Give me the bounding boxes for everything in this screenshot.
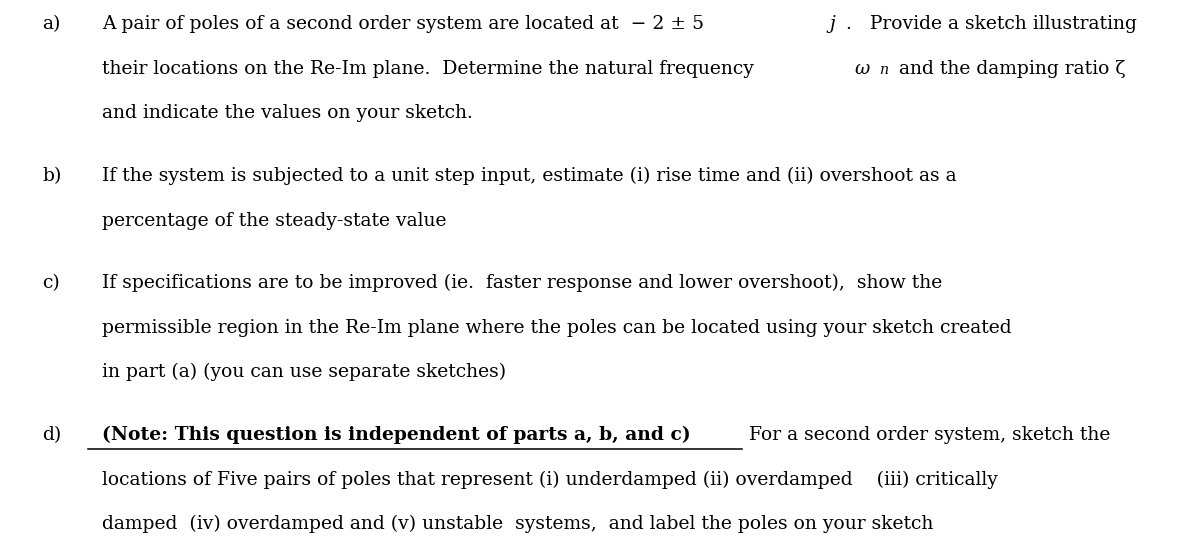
Text: permissible region in the Re-Im plane where the poles can be located using your : permissible region in the Re-Im plane wh… (102, 319, 1012, 337)
Text: .   Provide a sketch illustrating: . Provide a sketch illustrating (840, 16, 1136, 33)
Text: damped  (iv) overdamped and (v) unstable  systems,  and label the poles on your : damped (iv) overdamped and (v) unstable … (102, 515, 934, 533)
Text: d): d) (42, 426, 61, 444)
Text: j: j (829, 16, 835, 33)
Text: locations of Five pairs of poles that represent (i) underdamped (ii) overdamped : locations of Five pairs of poles that re… (102, 470, 998, 488)
Text: b): b) (42, 167, 61, 185)
Text: If specifications are to be improved (ie.  faster response and lower overshoot),: If specifications are to be improved (ie… (102, 274, 942, 292)
Text: A pair of poles of a second order system are located at  − 2 ± 5: A pair of poles of a second order system… (102, 16, 704, 33)
Text: in part (a) (you can use separate sketches): in part (a) (you can use separate sketch… (102, 363, 506, 381)
Text: ω: ω (854, 60, 870, 78)
Text: (Note: This question is independent of parts a, b, and c): (Note: This question is independent of p… (102, 426, 691, 444)
Text: For a second order system, sketch the: For a second order system, sketch the (743, 426, 1110, 444)
Text: and the damping ratio ζ: and the damping ratio ζ (893, 60, 1126, 78)
Text: n: n (880, 63, 889, 77)
Text: and indicate the values on your sketch.: and indicate the values on your sketch. (102, 105, 473, 122)
Text: a): a) (42, 16, 60, 33)
Text: their locations on the Re-Im plane.  Determine the natural frequency: their locations on the Re-Im plane. Dete… (102, 60, 760, 78)
Text: c): c) (42, 274, 60, 292)
Text: If the system is subjected to a unit step input, estimate (i) rise time and (ii): If the system is subjected to a unit ste… (102, 167, 956, 185)
Text: percentage of the steady-state value: percentage of the steady-state value (102, 212, 446, 229)
